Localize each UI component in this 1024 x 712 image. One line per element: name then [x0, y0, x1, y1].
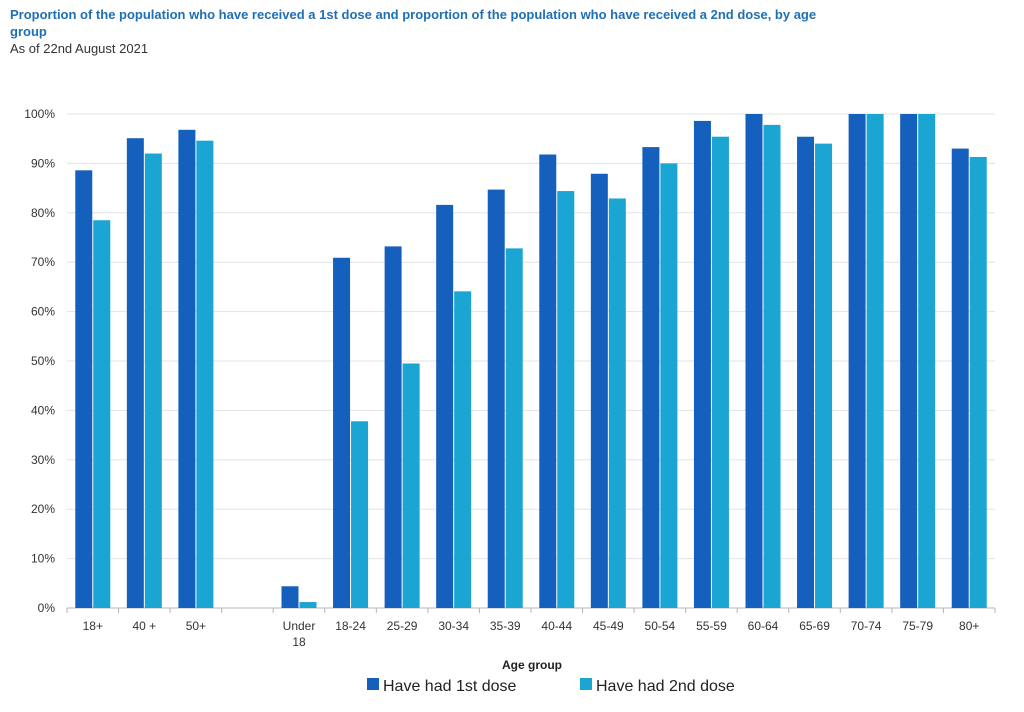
x-tick-label: 80+: [959, 619, 979, 633]
y-tick-label: 80%: [31, 206, 55, 220]
y-tick-label: 0%: [38, 601, 56, 615]
bar-1st-dose: [900, 114, 918, 608]
bar-2nd-dose: [918, 114, 936, 608]
bar-2nd-dose: [866, 114, 884, 608]
x-tick-label: 18-24: [335, 619, 366, 633]
bar-1st-dose: [126, 138, 144, 608]
bar-2nd-dose: [402, 363, 420, 608]
y-tick-label: 30%: [31, 453, 55, 467]
bar-2nd-dose: [660, 163, 678, 608]
x-tick-label: 60-64: [748, 619, 779, 633]
bar-2nd-dose: [815, 143, 833, 608]
bar-1st-dose: [797, 136, 815, 608]
x-tick-label: 75-79: [902, 619, 933, 633]
bar-1st-dose: [590, 173, 608, 609]
grid-layer: [66, 113, 996, 613]
chart-subtitle: As of 22nd August 2021: [10, 41, 149, 56]
y-tick-label: 10%: [31, 552, 55, 566]
bar-2nd-dose: [608, 198, 626, 608]
y-tick-label: 60%: [31, 305, 55, 319]
x-tick-label: 55-59: [696, 619, 727, 633]
bar-2nd-dose: [93, 220, 111, 608]
x-tick-label: 65-69: [799, 619, 830, 633]
bar-2nd-dose: [505, 248, 523, 609]
bar-2nd-dose: [196, 140, 214, 608]
chart-title: Proportion of the population who have re…: [10, 7, 817, 39]
bar-2nd-dose: [351, 421, 369, 608]
x-tick-label: 50+: [186, 619, 206, 633]
bar-2nd-dose: [557, 191, 575, 608]
x-tick-label: 35-39: [490, 619, 521, 633]
y-axis-tick-labels: 0% 10% 20% 30% 40% 50% 60% 70% 80% 90% 100%: [24, 107, 55, 615]
x-tick-label: 18+: [83, 619, 103, 633]
bar-1st-dose: [75, 170, 93, 609]
bar-1st-dose: [693, 120, 711, 608]
bar-1st-dose: [281, 586, 299, 608]
x-tick-label: 50-54: [645, 619, 676, 633]
legend-label-2nd-dose: Have had 2nd dose: [596, 678, 735, 695]
x-tick-label: 30-34: [438, 619, 469, 633]
bar-2nd-dose: [299, 602, 317, 608]
bar-2nd-dose: [454, 291, 472, 608]
legend: Have had 1st dose Have had 2nd dose: [367, 678, 735, 695]
legend-swatch-1st-dose: [367, 678, 379, 690]
y-tick-label: 50%: [31, 354, 55, 368]
legend-swatch-2nd-dose: [580, 678, 592, 690]
x-tick-label: 40 +: [132, 619, 156, 633]
bar-1st-dose: [487, 189, 505, 608]
bar-1st-dose: [178, 129, 196, 609]
bar-1st-dose: [745, 114, 763, 608]
bar-1st-dose: [436, 204, 454, 608]
bar-1st-dose: [642, 147, 660, 608]
bar-1st-dose: [951, 148, 969, 608]
bar-2nd-dose: [711, 136, 729, 608]
y-tick-label: 100%: [24, 107, 55, 121]
y-tick-label: 90%: [31, 156, 55, 170]
y-tick-label: 70%: [31, 255, 55, 269]
legend-label-1st-dose: Have had 1st dose: [383, 678, 517, 695]
x-tick-label: 25-29: [387, 619, 418, 633]
x-axis-tick-labels: 18+ 40 + 50+ Under 18 18-24 25-29 30-34 35-39 40-…: [83, 619, 980, 649]
bar-1st-dose: [848, 114, 866, 608]
x-tick-label: Under 18: [283, 619, 316, 649]
bar-1st-dose: [539, 154, 557, 608]
bar-2nd-dose: [144, 153, 162, 608]
x-tick-label: 45-49: [593, 619, 624, 633]
bar-2nd-dose: [763, 124, 781, 609]
y-tick-label: 20%: [31, 502, 55, 516]
bar-2nd-dose: [969, 156, 987, 608]
bar-1st-dose: [333, 257, 351, 608]
x-tick-label: 70-74: [851, 619, 882, 633]
y-tick-label: 40%: [31, 403, 55, 417]
x-tick-label: 40-44: [541, 619, 572, 633]
x-axis-title: Age group: [502, 658, 562, 672]
bars-layer: [75, 114, 987, 609]
bar-1st-dose: [384, 246, 402, 608]
